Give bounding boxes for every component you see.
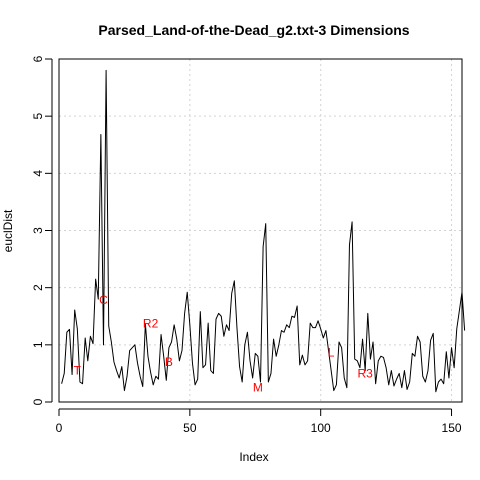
series [61,69,466,393]
y-tick-label: 5 [31,113,45,120]
x-tick-label: 0 [56,421,63,435]
annotation-label: C [99,293,108,307]
plot-frame [58,58,463,403]
y-tick-label: 3 [31,227,45,234]
y-tick-label: 0 [31,398,45,405]
axes: 0 50 100 150 0 1 2 3 4 5 6 [31,55,462,435]
x-tick-label: 100 [311,421,331,435]
y-tick-label: 1 [31,341,45,348]
y-axis-label: euclDist [1,209,15,252]
annotation-label: M [253,381,263,395]
x-axis-label: Index [239,450,268,464]
y-tick-label: 6 [31,55,45,62]
chart-title: Parsed_Land-of-the-Dead_g2.txt-3 Dimensi… [98,22,409,38]
annotations: T C R2 B M L R3 [74,293,374,394]
x-tick-label: 50 [183,421,197,435]
annotation-label: R3 [358,366,374,380]
y-tick-label: 4 [31,170,45,177]
annotation-label: L [328,345,335,359]
y-tick-label: 2 [31,284,45,291]
annotation-label: R2 [143,317,159,331]
gridlines [58,58,462,403]
x-tick-label: 150 [442,421,462,435]
annotation-label: T [74,364,82,378]
series-line [61,69,466,393]
annotation-label: B [165,355,173,369]
